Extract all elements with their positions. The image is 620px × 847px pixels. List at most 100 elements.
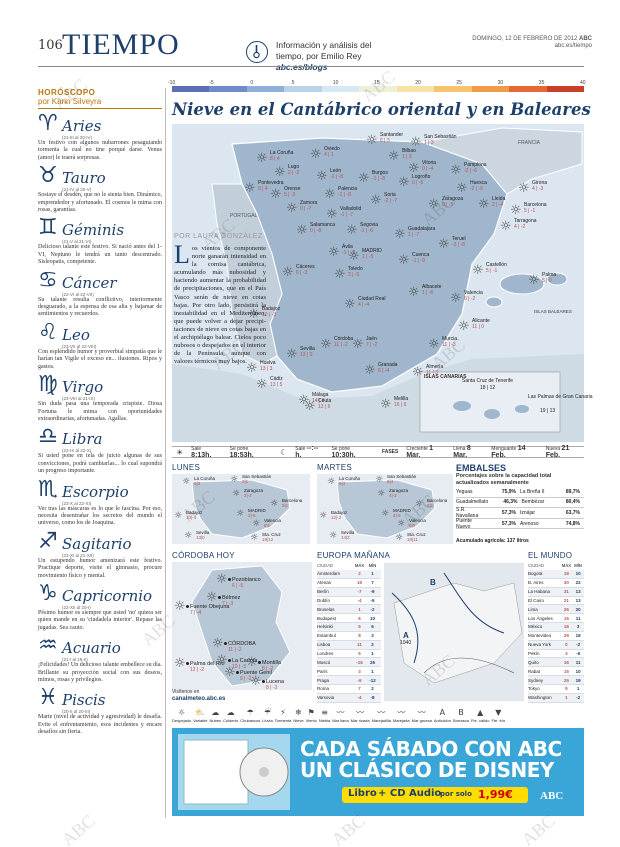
- map-city: Melilla: [394, 396, 409, 402]
- map-city: Cádiz: [270, 376, 283, 382]
- table-cell: Moscú: [317, 659, 331, 665]
- map-temp: -1 | -7: [340, 212, 353, 218]
- weather-sun-icon: ☼: [381, 509, 390, 519]
- europa-title: EUROPA MAÑANA: [317, 551, 391, 560]
- mini-temp: 5|1: [282, 503, 289, 508]
- scale-label: 40: [580, 80, 586, 86]
- legend-label: Lluvia: [262, 718, 273, 723]
- table-cell: 7: [371, 580, 374, 586]
- mini-temp: 2|-3: [244, 493, 252, 498]
- mini-city: Valencia: [264, 518, 281, 523]
- embalse-cell: 57,3%: [501, 520, 516, 527]
- weather-sun-icon: ☼: [377, 489, 386, 499]
- cáncer-icon: ♋: [38, 267, 58, 293]
- moonrise-time: --:--h.: [295, 445, 319, 459]
- table-cell: Bruselas: [317, 606, 335, 612]
- weather-sun-icon: ☼: [304, 399, 316, 414]
- scale-band: [284, 86, 322, 92]
- issue-date: DOMINGO, 12 DE FEBRERO DE 2012 ABC: [472, 36, 592, 42]
- moonset-label: Se pone: [331, 445, 351, 452]
- weather-sun-icon: ☼: [438, 237, 450, 252]
- legend-icon: ☁: [211, 708, 220, 717]
- sign-name: Géminis: [62, 221, 125, 240]
- sign-header: ♎ Libra: [38, 426, 162, 449]
- weather-sun-icon: ☼: [344, 297, 356, 312]
- sign-text: Con espléndido humor y pro­verbial simpa…: [38, 348, 162, 370]
- page-number: 106: [38, 38, 63, 53]
- sign-header: ♒ Acuario: [38, 635, 162, 658]
- table-cell: Roma: [317, 686, 330, 692]
- table-cell: 2: [371, 686, 374, 692]
- table-cell: Los Ángeles: [528, 615, 553, 621]
- embalse-cell: 75,9%: [501, 488, 516, 495]
- table-cell: -7: [357, 589, 362, 595]
- weather-sun-icon: ☼: [270, 499, 279, 509]
- sign-name: Leo: [62, 325, 90, 344]
- map-temp: -2 | -6: [470, 186, 483, 192]
- map-city: Murcia: [442, 336, 458, 342]
- cordoba-footer-url[interactable]: canalmeteo.abc.es: [172, 696, 226, 702]
- sign-name: Libra: [62, 430, 103, 449]
- weather-sun-icon: ☼: [298, 393, 310, 408]
- embalse-cell: Puente Nuevo: [456, 517, 472, 530]
- mini-city: Zaragoza: [244, 488, 264, 493]
- table-cell: 25: [563, 677, 569, 683]
- embalse-row: S.R. Navallana 57,3% Iznájar 63,7%: [456, 507, 584, 519]
- embalse-cell: Arenoso: [520, 520, 539, 527]
- horoscope-byline: por Karin Silveyra: [38, 97, 162, 109]
- map-temp: 1 | -6: [422, 290, 434, 296]
- table-row: Rabat 15 10: [528, 667, 584, 677]
- table-cell: 0: [565, 642, 568, 648]
- phase-name: Llena: [453, 446, 466, 452]
- sign-text: Un festivo con algunos nubarro­nes pesag…: [38, 140, 162, 161]
- legend-icon: A: [439, 708, 446, 717]
- horoscope-heading: HORÓSCOPO: [38, 88, 96, 97]
- cordoba-city: CÓRDOBA: [228, 641, 256, 647]
- thermometer-icon: [246, 41, 268, 63]
- legend-item: ⚡ Tormenta: [275, 707, 292, 727]
- legend-item: 〰 Mar llana: [332, 707, 348, 727]
- legend-item: A Anticiclón: [434, 707, 451, 727]
- map-city: Salamanca: [310, 222, 336, 228]
- blog-url[interactable]: abc.es/blogs: [276, 62, 328, 72]
- embalses-title: EMBALSES: [456, 463, 507, 473]
- cordoba-city: Pozoblanco: [232, 577, 261, 583]
- scale-band: [509, 86, 547, 92]
- mini-temp: 9|4: [339, 481, 346, 486]
- embalse-row: Yeguas 75,9% La Breña II 89,7%: [456, 487, 584, 498]
- table-cell: 3: [565, 651, 568, 657]
- map-temp: 11 | -2: [334, 342, 348, 348]
- legend-label: Fte. frío: [491, 718, 506, 723]
- blog-line-1: Información y análisis del: [276, 40, 372, 50]
- moon-phase: Nueva 21 Feb.: [546, 445, 584, 459]
- weather-sun-icon: ☼: [334, 267, 346, 282]
- issue-url[interactable]: abc.es/tiempo: [554, 43, 592, 49]
- map-city: Orense: [284, 186, 301, 192]
- ad-line-2: UN CLÁSICO DE DISNEY: [300, 758, 554, 782]
- table-cell: Lima: [528, 606, 538, 612]
- mini-temp: 19|12: [262, 537, 274, 542]
- table-cell: -2: [576, 695, 581, 701]
- table-cell: -4: [357, 695, 362, 701]
- map-temp: 5 | -1: [486, 268, 498, 274]
- map-city: Toledo: [348, 266, 363, 272]
- horoscope-sign: ♒ Acuario (21-I al 19-II) ¡Felicidades! Un …: [38, 635, 162, 684]
- sign-dates: (23-VII al 22-VIII): [62, 343, 97, 349]
- table-cell: Praga: [317, 677, 330, 683]
- table-cell: 1: [371, 571, 374, 577]
- weather-sun-icon: ☼: [428, 337, 440, 352]
- sign-name: Piscis: [62, 691, 106, 710]
- legend-label: Mar rizada: [350, 718, 370, 723]
- table-cell: 6: [371, 624, 374, 630]
- legend-item: ▼ Fte. frío: [491, 707, 505, 727]
- legend-icon: ☼: [177, 708, 186, 717]
- mini-temp: 6|1: [427, 503, 434, 508]
- blog-promo[interactable]: Información y análisis del tiempo, por E…: [276, 40, 386, 73]
- map-temp: 6 | 3: [380, 138, 390, 144]
- embalse-cell: Iznájar: [520, 509, 536, 516]
- table-row: Atenas 15 7: [317, 579, 381, 588]
- cordoba-city: Puente Genil: [240, 670, 272, 676]
- legend-icon: 〰: [356, 708, 365, 717]
- weather-sun-icon: ☼: [428, 197, 440, 212]
- ad-price: 1,99€: [478, 788, 513, 801]
